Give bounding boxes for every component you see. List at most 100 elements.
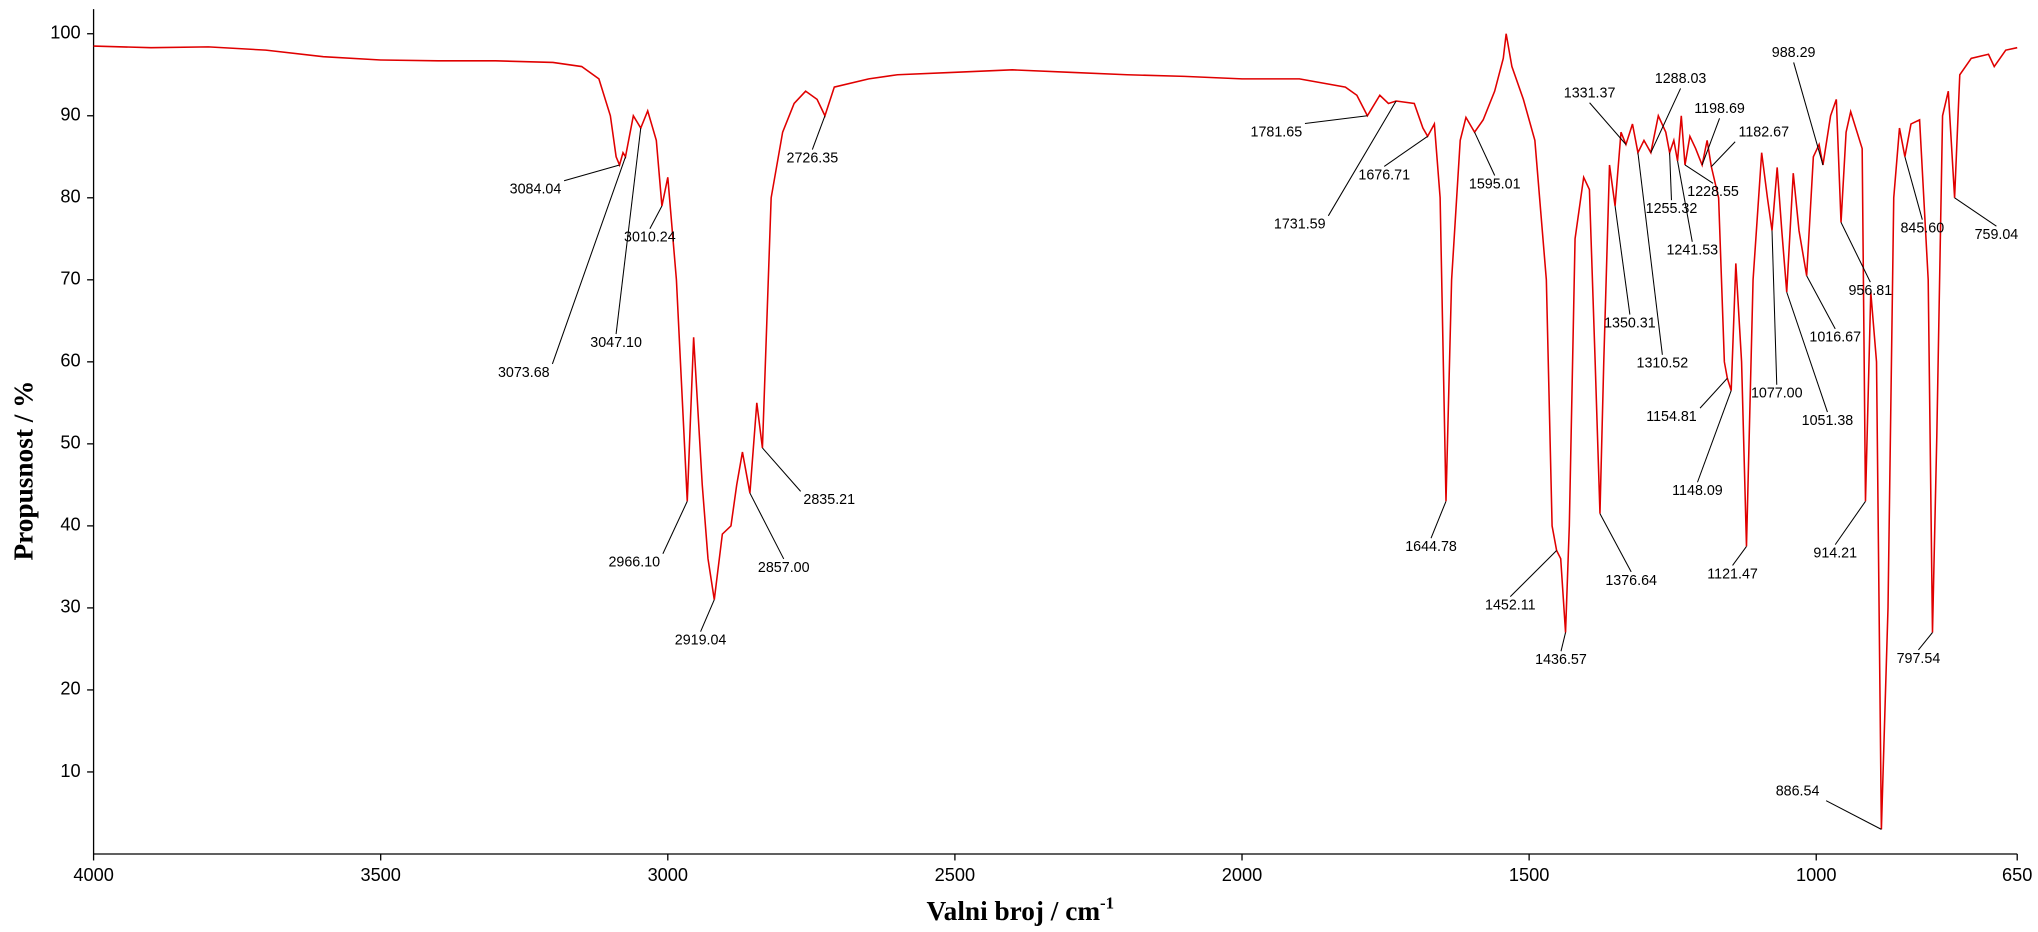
- annotation-label: 797.54: [1897, 651, 1941, 667]
- annotation-leader: [1834, 500, 1866, 545]
- annotation-label: 1241.53: [1666, 243, 1718, 259]
- annotation-label: 3073.68: [498, 365, 550, 381]
- annotation-label: 1595.01: [1469, 176, 1521, 192]
- annotation-leader: [1806, 275, 1836, 330]
- x-axis-title: Valni broj / cm-1: [926, 894, 1114, 926]
- annotation-leader: [1383, 135, 1428, 167]
- annotation-label: 886.54: [1776, 783, 1820, 799]
- annotation-label: 1452.11: [1485, 598, 1536, 614]
- y-tick-label: 80: [60, 187, 80, 207]
- annotation-leader: [1327, 100, 1397, 217]
- annotation-leader: [1430, 501, 1447, 539]
- annotation-label: 1288.03: [1655, 71, 1707, 87]
- annotation-label: 956.81: [1848, 283, 1892, 299]
- annotation-label: 759.04: [1975, 227, 2019, 243]
- annotation-leader: [1732, 546, 1747, 566]
- annotation-leader: [1786, 291, 1828, 413]
- annotation-label: 1731.59: [1274, 217, 1326, 233]
- annotation-leader: [615, 128, 642, 335]
- annotation-label: 1182.67: [1738, 124, 1789, 140]
- x-tick-label: 2000: [1222, 865, 1262, 885]
- y-tick-label: 60: [60, 351, 80, 371]
- annotation-leader: [1918, 632, 1933, 651]
- annotation-leader: [1840, 222, 1871, 283]
- annotation-label: 2966.10: [608, 555, 660, 571]
- annotation-leader: [1684, 164, 1714, 184]
- annotation-leader: [1650, 88, 1682, 153]
- annotation-label: 1148.09: [1672, 483, 1723, 499]
- annotation-label: 988.29: [1772, 45, 1816, 61]
- annotation-leader: [1474, 131, 1496, 176]
- annotation-label: 3047.10: [590, 335, 642, 351]
- annotation-leader: [1677, 160, 1693, 242]
- annotation-label: 1016.67: [1809, 330, 1861, 346]
- annotation-label: 1077.00: [1751, 386, 1803, 402]
- y-axis-title: Propusnost / %: [8, 381, 38, 561]
- y-tick-label: 40: [60, 515, 80, 535]
- annotation-label: 845.60: [1900, 221, 1944, 237]
- annotation-label: 1676.71: [1358, 167, 1410, 183]
- annotation-leader: [1699, 377, 1728, 409]
- annotation-label: 2835.21: [803, 492, 855, 508]
- annotation-leader: [1560, 632, 1567, 652]
- annotation-leader: [662, 501, 688, 554]
- annotation-label: 914.21: [1813, 546, 1857, 562]
- annotation-label: 1051.38: [1802, 413, 1854, 429]
- annotation-label: 1121.47: [1707, 566, 1758, 582]
- annotation-leader: [563, 164, 620, 182]
- annotation-leader: [1710, 141, 1736, 167]
- annotation-label: 3084.04: [510, 182, 562, 198]
- x-tick-label: 3500: [360, 865, 400, 885]
- annotation-leader: [1589, 102, 1627, 145]
- annotation-leader: [1509, 550, 1557, 597]
- annotation-leader: [1599, 513, 1632, 573]
- x-axis-title-superscript: -1: [1100, 894, 1114, 913]
- annotation-label: 1350.31: [1604, 315, 1656, 331]
- annotation-leader: [749, 492, 785, 560]
- annotation-label: 1198.69: [1694, 101, 1745, 117]
- x-tick-label: 1000: [1796, 865, 1836, 885]
- annotation-label: 2857.00: [758, 560, 810, 576]
- annotation-leader: [1793, 62, 1824, 166]
- annotation-label: 2919.04: [675, 633, 727, 649]
- annotation-leader: [1771, 230, 1778, 385]
- y-tick-label: 50: [60, 433, 80, 453]
- spectrum-line: [93, 33, 2018, 830]
- annotation-leader: [1669, 152, 1672, 201]
- y-tick-label: 100: [50, 23, 80, 43]
- y-tick-label: 90: [60, 105, 80, 125]
- x-tick-label: 650: [2002, 865, 2032, 885]
- annotation-label: 3010.24: [624, 230, 676, 246]
- annotation-leader: [1696, 390, 1732, 483]
- y-tick-label: 10: [60, 761, 80, 781]
- annotation-label: 2726.35: [787, 150, 839, 166]
- annotation-leader: [1701, 118, 1721, 166]
- y-tick-label: 30: [60, 597, 80, 617]
- annotation-leader: [1304, 115, 1368, 125]
- annotation-leader: [551, 156, 626, 365]
- annotation-label: 1154.81: [1646, 409, 1697, 425]
- annotation-label: 1781.65: [1251, 124, 1303, 140]
- annotation-leader: [649, 205, 663, 230]
- annotation-label: 1436.57: [1535, 652, 1587, 668]
- x-tick-label: 4000: [73, 865, 113, 885]
- x-axis-title-text: Valni broj / cm: [926, 896, 1100, 926]
- annotation-leader: [700, 599, 715, 632]
- annotation-label: 1376.64: [1605, 573, 1657, 589]
- annotation-label: 1310.52: [1637, 356, 1689, 372]
- annotation-leader: [811, 115, 826, 150]
- annotation-label: 1644.78: [1405, 539, 1457, 555]
- annotation-leader: [1614, 205, 1631, 315]
- annotation-leader: [1904, 156, 1923, 220]
- annotation-leader: [1954, 197, 1997, 227]
- y-tick-label: 20: [60, 679, 80, 699]
- y-tick-label: 70: [60, 269, 80, 289]
- annotation-leader: [1637, 152, 1663, 355]
- annotation-leader: [1825, 800, 1882, 830]
- annotation-leader: [762, 447, 802, 492]
- annotation-label: 1331.37: [1564, 85, 1616, 101]
- x-tick-label: 1500: [1509, 865, 1549, 885]
- annotation-label: 1255.32: [1646, 201, 1698, 217]
